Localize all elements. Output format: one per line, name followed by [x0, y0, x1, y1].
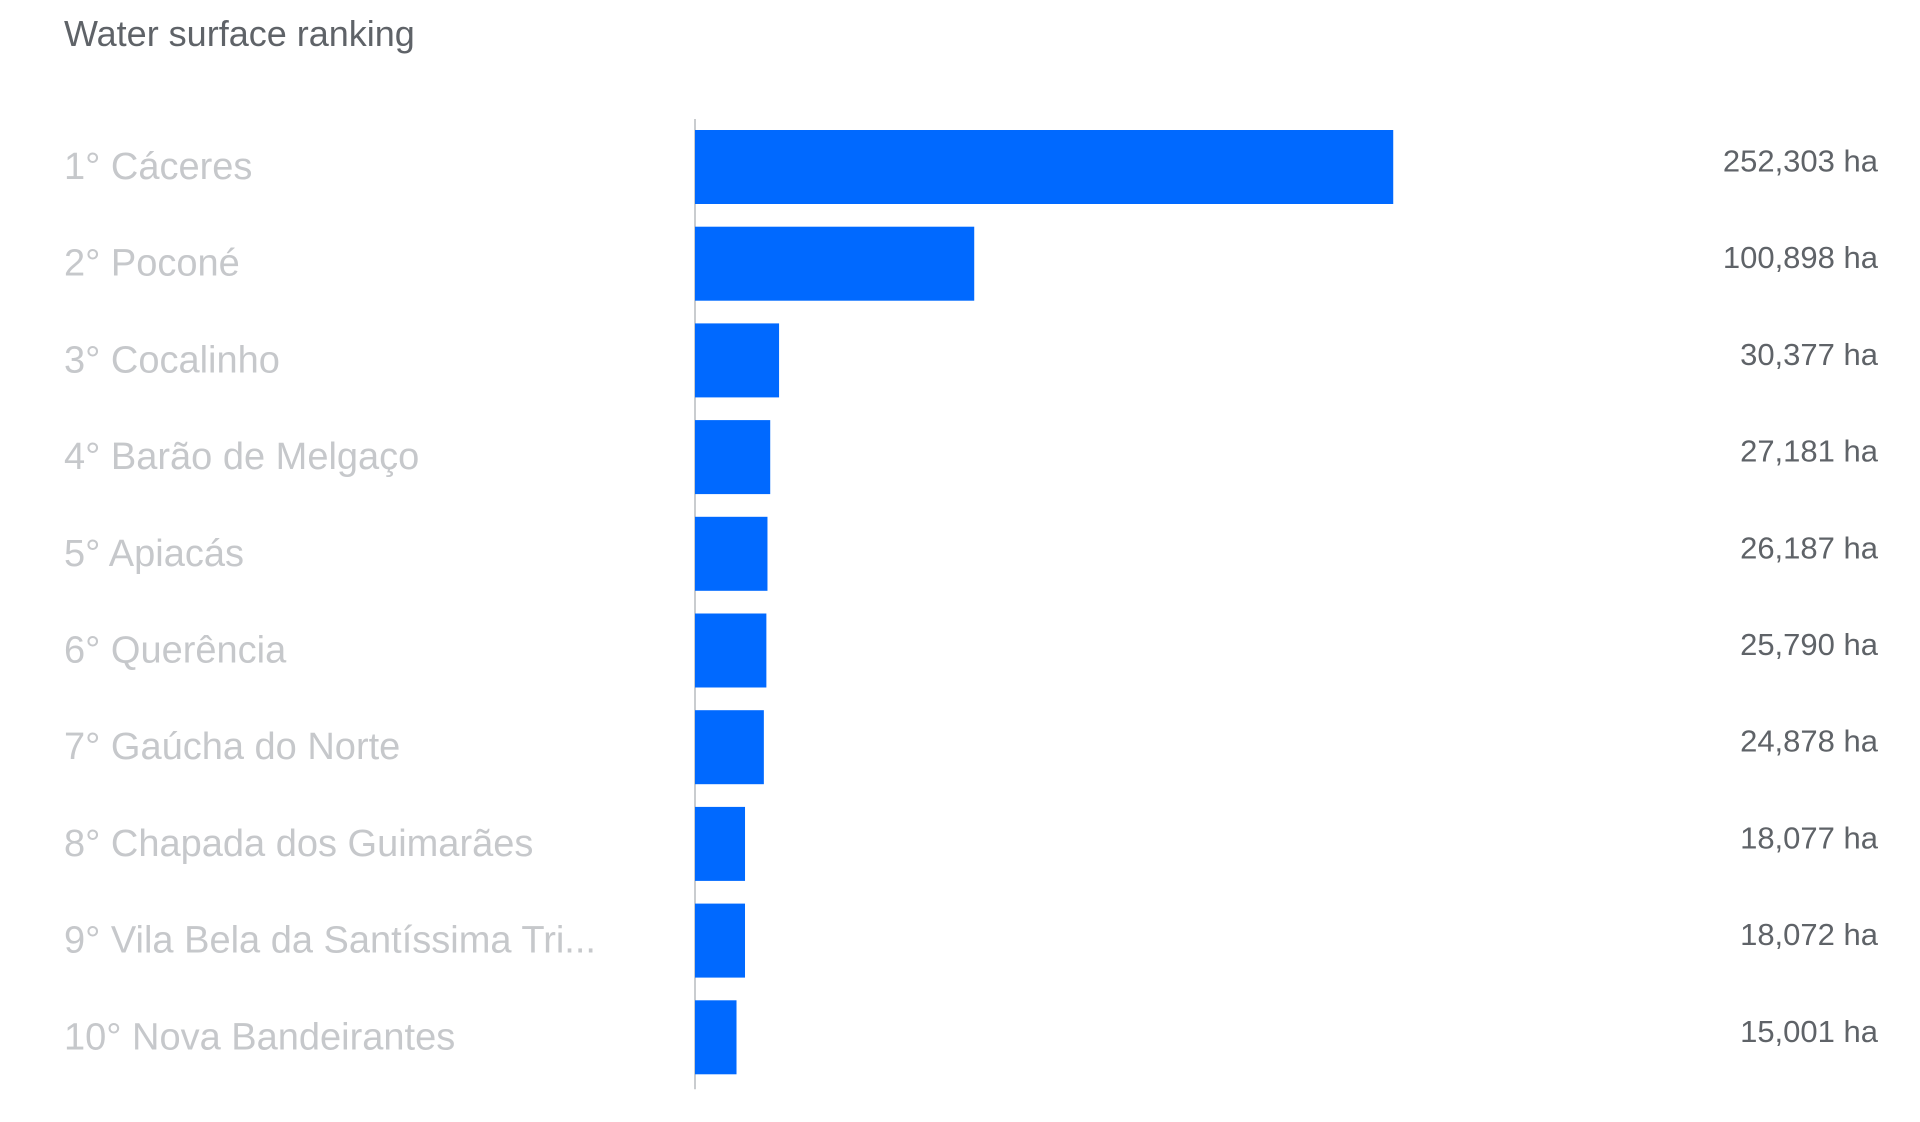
- bar[interactable]: [695, 130, 1394, 204]
- bar[interactable]: [695, 806, 746, 881]
- category-label: 3° Cocalinho: [64, 339, 280, 381]
- bar[interactable]: [695, 613, 767, 688]
- value-label: 18,072 ha: [1740, 917, 1879, 952]
- category-label: 10° Nova Bandeirantes: [64, 1016, 455, 1058]
- category-label: 4° Barão de Melgaço: [64, 436, 419, 478]
- category-label: 1° Cáceres: [64, 146, 252, 188]
- bar[interactable]: [695, 420, 771, 495]
- bar[interactable]: [695, 710, 764, 785]
- value-label: 25,790 ha: [1740, 627, 1879, 662]
- value-label: 100,898 ha: [1723, 240, 1879, 275]
- category-label: 2° Poconé: [64, 243, 240, 285]
- bar[interactable]: [695, 1000, 737, 1075]
- category-label: 9° Vila Bela da Santíssima Tri...: [64, 920, 596, 962]
- value-label: 24,878 ha: [1740, 724, 1879, 759]
- value-label: 15,001 ha: [1740, 1014, 1879, 1049]
- bar[interactable]: [695, 903, 746, 978]
- value-label: 252,303 ha: [1723, 144, 1879, 179]
- category-label: 8° Chapada dos Guimarães: [64, 823, 533, 865]
- category-label: 7° Gaúcha do Norte: [64, 726, 400, 768]
- category-label: 5° Apiacás: [64, 533, 244, 575]
- bar[interactable]: [695, 323, 780, 398]
- value-label: 30,377 ha: [1740, 337, 1879, 372]
- bar[interactable]: [695, 226, 975, 301]
- value-label: 26,187 ha: [1740, 530, 1879, 565]
- value-label: 18,077 ha: [1740, 820, 1879, 855]
- bar[interactable]: [695, 516, 768, 591]
- value-label: 27,181 ha: [1740, 434, 1879, 469]
- chart-title: Water surface ranking: [64, 13, 415, 54]
- category-label: 6° Querência: [64, 630, 287, 672]
